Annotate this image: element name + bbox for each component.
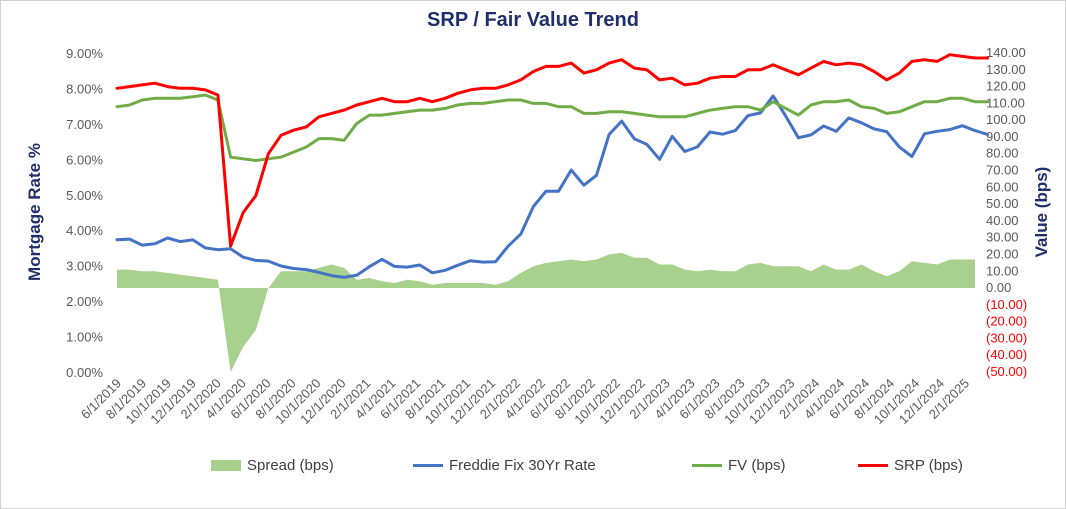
y-left-tick-label: 4.00% <box>66 223 103 238</box>
y-right-axis-title: Value (bps) <box>1032 167 1051 258</box>
legend-item-fv: FV (bps) <box>692 457 786 474</box>
y-left-tick-label: 6.00% <box>66 152 103 167</box>
legend-swatch-freddie <box>413 464 443 467</box>
legend-item-freddie: Freddie Fix 30Yr Rate <box>413 457 596 474</box>
series-line-fv <box>115 93 990 162</box>
series-area-spread <box>117 252 975 372</box>
y-right-tick-label: (20.00) <box>986 314 1027 329</box>
y-right-tick-label: 10.00 <box>986 263 1019 278</box>
y-right-tick-label: 30.00 <box>986 230 1019 245</box>
y-right-tick-label: 80.00 <box>986 146 1019 161</box>
legend-swatch-fv <box>692 464 722 467</box>
legend-item-spread: Spread (bps) <box>211 457 334 474</box>
legend-label-fv: FV (bps) <box>728 457 786 474</box>
legend-swatch-srp <box>858 464 888 467</box>
legend-swatch-spread <box>211 460 241 471</box>
y-right-tick-label: 120.00 <box>986 79 1026 94</box>
y-right-tick-label: 90.00 <box>986 129 1019 144</box>
y-right-tick-label: 50.00 <box>986 196 1019 211</box>
y-right-tick-label: 20.00 <box>986 246 1019 261</box>
y-right-tick-label: 40.00 <box>986 213 1019 228</box>
y-right-tick-label: 130.00 <box>986 62 1026 77</box>
y-right-tick-label: 60.00 <box>986 179 1019 194</box>
y-right-tick-label: (50.00) <box>986 364 1027 379</box>
y-left-tick-label: 8.00% <box>66 81 103 96</box>
legend-label-spread: Spread (bps) <box>247 457 334 474</box>
legend-label-srp: SRP (bps) <box>894 457 963 474</box>
y-left-axis-title: Mortgage Rate % <box>25 143 44 281</box>
y-left-tick-label: 3.00% <box>66 259 103 274</box>
y-right-tick-label: 70.00 <box>986 163 1019 178</box>
y-right-tick-label: 110.00 <box>986 95 1025 110</box>
series-line-freddie <box>115 94 990 279</box>
y-left-tick-label: 9.00% <box>66 46 103 61</box>
y-right-tick-label: (30.00) <box>986 330 1027 345</box>
legend-item-srp: SRP (bps) <box>858 457 963 474</box>
legend-label-freddie: Freddie Fix 30Yr Rate <box>449 457 596 474</box>
chart-legend: Spread (bps) Freddie Fix 30Yr Rate FV (b… <box>0 457 1066 477</box>
y-right-tick-label: 0.00 <box>986 280 1011 295</box>
y-left-tick-label: 0.00% <box>66 365 103 380</box>
y-right-tick-label: 100.00 <box>986 112 1026 127</box>
y-right-tick-label: (10.00) <box>986 297 1027 312</box>
y-left-tick-label: 1.00% <box>66 330 103 345</box>
y-right-tick-label: 140.00 <box>986 45 1026 60</box>
y-right-tick-label: (40.00) <box>986 347 1027 362</box>
y-left-tick-label: 5.00% <box>66 188 103 203</box>
chart-title: SRP / Fair Value Trend <box>427 9 639 31</box>
y-left-tick-label: 7.00% <box>66 117 103 132</box>
series-line-srp <box>115 53 990 248</box>
y-left-tick-label: 2.00% <box>66 294 103 309</box>
